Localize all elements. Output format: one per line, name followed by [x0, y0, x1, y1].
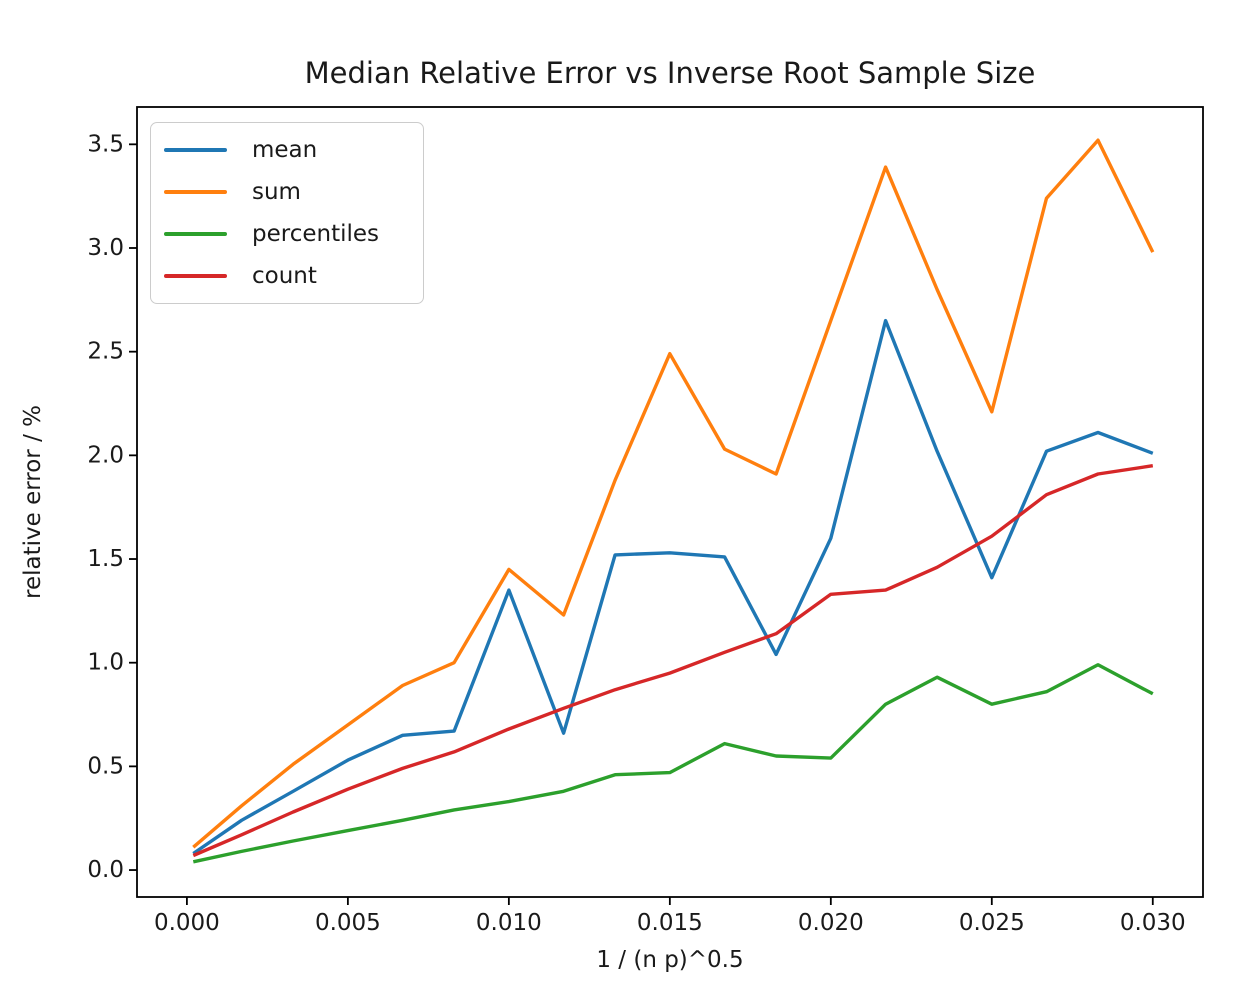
line-sum: [192, 138, 1155, 849]
line-count: [192, 464, 1154, 858]
legend-item: sum: [164, 178, 423, 205]
chart-title: Median Relative Error vs Inverse Root Sa…: [304, 56, 1036, 90]
legend: mean sum percentiles count: [150, 122, 424, 304]
y-tick-label: 2.0: [87, 442, 124, 468]
x-tick-label: 0.010: [476, 910, 542, 936]
x-tick-label: 0.020: [798, 910, 864, 936]
legend-swatch-sum: [164, 189, 227, 195]
legend-label: percentiles: [252, 220, 380, 247]
line-mean: [192, 318, 1154, 855]
legend-label: count: [252, 262, 317, 289]
y-tick-label: 3.5: [87, 131, 124, 157]
legend-item: mean: [164, 136, 423, 163]
x-tick-label: 0.000: [154, 910, 220, 936]
x-tick-label: 0.030: [1120, 910, 1186, 936]
x-tick-label: 0.005: [315, 910, 381, 936]
legend-label: mean: [252, 136, 318, 163]
line-percentiles: [192, 663, 1154, 864]
x-axis-label: 1 / (n p)^0.5: [596, 947, 744, 973]
y-tick-label: 2.5: [87, 339, 124, 365]
x-tick-label: 0.015: [637, 910, 703, 936]
y-tick-label: 3.0: [87, 235, 124, 261]
y-axis-label: relative error / %: [20, 405, 46, 599]
y-tick-label: 0.5: [87, 753, 124, 779]
y-tick-label: 1.0: [87, 650, 124, 676]
legend-label: sum: [252, 178, 301, 205]
plot-spines: [136, 106, 1204, 898]
y-tick-label: 1.5: [87, 546, 124, 572]
legend-swatch-mean: [164, 147, 227, 153]
legend-swatch-count: [164, 273, 227, 279]
legend-item: count: [164, 262, 423, 289]
legend-swatch-percentiles: [164, 231, 227, 237]
legend-item: percentiles: [164, 220, 423, 247]
x-tick-label: 0.025: [959, 910, 1025, 936]
y-tick-label: 0.0: [87, 857, 124, 883]
